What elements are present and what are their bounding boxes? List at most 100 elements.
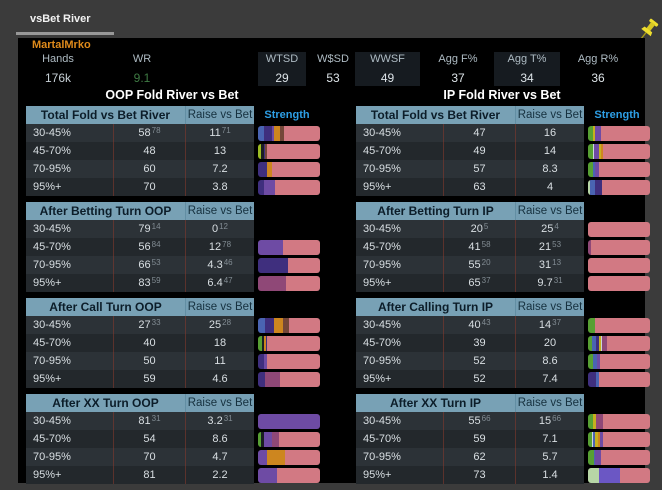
strength-segment-yellow	[599, 335, 601, 351]
stat-section: After Betting Turn IP Raise vs Bet 30-45% 2…	[356, 202, 650, 292]
strength-segment-purple	[263, 431, 272, 447]
section-header: After Call Turn OOP Raise vs Bet	[26, 298, 320, 316]
strength-bar-cell	[258, 256, 320, 274]
strength-header	[584, 202, 650, 220]
section-header: After Betting Turn OOP Raise vs Bet	[26, 202, 320, 220]
raise-sample-size: 31	[223, 414, 233, 423]
strength-bar	[258, 125, 320, 141]
raise-sample-size: 28	[222, 318, 232, 327]
strength-bar-cell	[258, 352, 320, 370]
range-label: 45-70%	[26, 238, 114, 256]
range-label: 30-45%	[26, 316, 114, 334]
range-label: 45-70%	[356, 142, 444, 160]
fold-value: 62	[444, 448, 516, 466]
strength-bar-cell	[588, 466, 650, 484]
strength-bar	[258, 449, 320, 465]
raise-sample-size: 47	[223, 276, 233, 285]
tab-vsbet-river[interactable]: vsBet River	[16, 9, 106, 33]
strength-segment-green	[588, 125, 593, 141]
raise-value: 1.4	[516, 466, 584, 484]
strength-bar-cell	[588, 160, 650, 178]
summary-stat-hands: Hands 176k	[20, 52, 96, 86]
fold-value: 8131	[114, 412, 186, 430]
raise-value: 1278	[186, 238, 254, 256]
fold-value: 50	[114, 352, 186, 370]
strength-bar-cell	[588, 238, 650, 256]
fold-value: 5684	[114, 238, 186, 256]
strength-bar-cell	[588, 352, 650, 370]
strength-segment-pink	[280, 371, 320, 387]
strength-header	[254, 298, 320, 316]
raise-sample-size: 31	[553, 276, 563, 285]
raise-value: 1171	[186, 124, 254, 142]
strength-segment-purple	[263, 179, 275, 195]
section-header-raise: Raise vs Bet	[516, 394, 584, 412]
stat-row: 30-45% 7914 012	[26, 220, 320, 238]
section-header: After Betting Turn IP Raise vs Bet	[356, 202, 650, 220]
strength-segment-pink	[601, 449, 650, 465]
strength-segment-pink	[602, 431, 650, 447]
raise-sample-size: 12	[219, 222, 229, 231]
fold-value: 6653	[114, 256, 186, 274]
strength-segment-indigo	[595, 179, 602, 195]
summary-stat-w-sd: W$SD 53	[310, 52, 356, 86]
raise-value: 7.2	[186, 160, 254, 178]
strength-segment-dark	[261, 143, 264, 159]
summary-stat-value: 37	[451, 71, 465, 85]
summary-stat-wtsd: WTSD 29	[258, 52, 306, 86]
strength-segment-pink	[266, 353, 320, 369]
stat-row: 45-70% 48 13	[26, 142, 320, 160]
raise-value: 4.7	[186, 448, 254, 466]
strength-segment-palegreen	[588, 467, 599, 483]
section-header-raise: Raise vs Bet	[186, 298, 254, 316]
raise-value: 012	[186, 220, 254, 238]
stat-row: 95%+ 6537 9.731	[356, 274, 650, 292]
strength-segment-indigo	[588, 371, 597, 387]
strength-segment-brown	[280, 125, 284, 141]
fold-value: 73	[444, 466, 516, 484]
strength-segment-orange	[266, 449, 286, 465]
stat-section: Total Fold vs Bet River Raise vs Bet Stren…	[26, 106, 320, 196]
raise-value: 16	[516, 124, 584, 142]
strength-segment-orange	[266, 161, 272, 177]
strength-bar	[588, 413, 650, 429]
strength-bar	[258, 371, 320, 387]
stat-row: 70-95% 70 4.7	[26, 448, 320, 466]
strength-segment-blue	[592, 431, 596, 447]
strength-segment-purple	[258, 467, 277, 483]
strength-bar	[588, 257, 650, 273]
raise-value: 3.231	[186, 412, 254, 430]
strength-segment-dark	[261, 335, 264, 351]
section-header: After XX Turn IP Raise vs Bet	[356, 394, 650, 412]
strength-segment-pink	[276, 467, 320, 483]
strength-bar-cell	[258, 160, 320, 178]
fold-value: 60	[114, 160, 186, 178]
strength-segment-indigo	[596, 335, 600, 351]
strength-bar-cell	[588, 334, 650, 352]
raise-value: 13	[186, 142, 254, 160]
column-title-ip: IP Fold River vs Bet	[443, 88, 561, 102]
summary-stat-label: Agg F%	[438, 53, 478, 65]
range-label: 30-45%	[356, 220, 444, 238]
stat-row: 30-45% 5878 1171	[26, 124, 320, 142]
strength-bar	[588, 467, 650, 483]
strength-header: Strength	[594, 109, 640, 121]
fold-sample-size: 78	[151, 126, 161, 135]
strength-segment-pink	[607, 335, 650, 351]
fold-value: 63	[444, 178, 516, 196]
strength-bar	[258, 431, 320, 447]
stat-row: 70-95% 50 11	[26, 352, 320, 370]
fold-value: 52	[444, 370, 516, 388]
strength-bar-cell	[258, 412, 320, 430]
raise-value: 4.6	[186, 370, 254, 388]
stat-row: 95%+ 52 7.4	[356, 370, 650, 388]
strength-bar-cell	[588, 316, 650, 334]
range-label: 45-70%	[356, 334, 444, 352]
strength-header: Strength	[264, 109, 310, 121]
section-header-raise: Raise vs Bet	[516, 106, 584, 124]
raise-value: 20	[516, 334, 584, 352]
range-label: 45-70%	[26, 430, 114, 448]
strength-segment-green	[258, 335, 262, 351]
strength-segment-orange	[263, 335, 267, 351]
pin-icon[interactable]	[635, 18, 661, 48]
